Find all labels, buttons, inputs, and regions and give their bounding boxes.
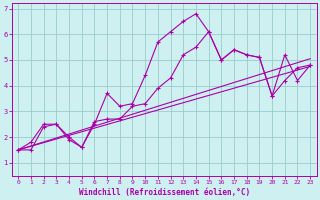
X-axis label: Windchill (Refroidissement éolien,°C): Windchill (Refroidissement éolien,°C) [79,188,250,197]
